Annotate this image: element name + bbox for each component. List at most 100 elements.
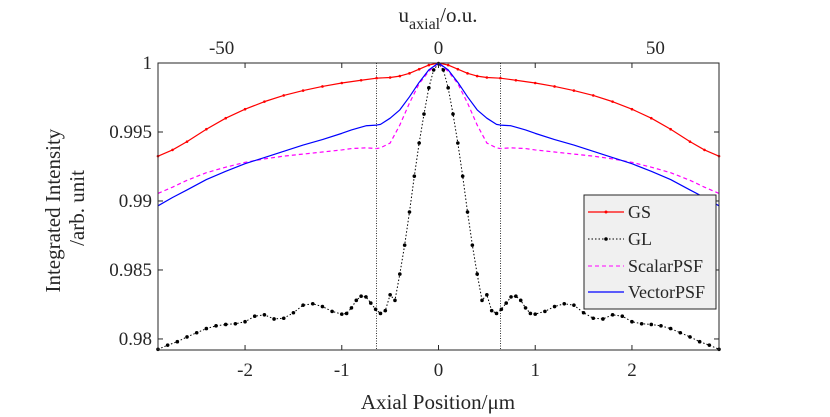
- data-point-gl: [272, 317, 276, 321]
- data-point-gs: [572, 89, 576, 92]
- data-point-gl: [470, 243, 475, 247]
- data-point-gs: [475, 74, 479, 78]
- data-point-gl: [610, 313, 615, 317]
- data-point-gl: [489, 308, 494, 313]
- data-point-gs: [171, 148, 174, 152]
- legend-label-scalarpsf: ScalarPSF: [628, 256, 703, 276]
- data-point-gl: [639, 321, 644, 326]
- data-point-gl: [591, 316, 596, 321]
- data-point-gl: [562, 301, 567, 306]
- data-point-gs: [669, 127, 672, 131]
- data-point-gs: [398, 74, 402, 78]
- data-point-gl: [185, 335, 189, 339]
- data-point-gl: [485, 293, 489, 297]
- data-point-gl: [364, 295, 368, 299]
- data-point-gl: [393, 298, 397, 303]
- data-point-gs: [611, 100, 614, 103]
- data-point-gl: [465, 210, 470, 214]
- data-point-gl: [383, 308, 388, 313]
- data-point-gl: [431, 68, 436, 72]
- data-point-gl: [697, 339, 702, 344]
- data-point-gl: [460, 174, 465, 178]
- data-point-gl: [528, 311, 533, 316]
- data-point-gs: [514, 78, 518, 82]
- x-tick-label: -2: [237, 360, 253, 381]
- data-point-gl: [480, 298, 484, 303]
- data-point-gl: [330, 309, 334, 314]
- data-point-gl: [354, 298, 359, 303]
- data-point-gl: [262, 313, 267, 317]
- data-point-gs: [417, 67, 421, 71]
- data-point-gl: [378, 311, 383, 316]
- data-point-gl: [243, 319, 247, 324]
- data-point-gs: [466, 72, 469, 75]
- legend-label-gs: GS: [628, 202, 651, 222]
- legend-item-scalarpsf: ScalarPSF: [588, 256, 703, 276]
- data-point-gl: [252, 314, 257, 318]
- data-point-gs: [649, 116, 653, 120]
- y-tick-label: 0.985: [109, 260, 152, 281]
- data-point-gl: [494, 311, 499, 316]
- reference-lines: [376, 63, 501, 350]
- data-point-gl: [301, 303, 305, 307]
- legend-marker-gs: [604, 210, 608, 214]
- top-axis-title: uaxial/o.u.: [399, 3, 478, 33]
- data-point-gl: [398, 272, 402, 276]
- legend-item-vectorpsf: VectorPSF: [588, 282, 705, 302]
- data-point-gs: [553, 85, 556, 88]
- x-tick-label: 2: [627, 360, 637, 381]
- data-point-gs: [375, 76, 378, 80]
- top-x-tick-label: 0: [434, 38, 444, 59]
- data-point-gl: [451, 112, 455, 116]
- data-point-gl: [518, 298, 523, 303]
- top-x-tick-label: -50: [209, 38, 234, 59]
- data-point-gl: [688, 335, 692, 339]
- data-point-gs: [185, 140, 189, 143]
- legend-box: [583, 194, 717, 310]
- data-point-gl: [552, 304, 557, 309]
- axes: -2 -1 0 1 2 0.98 0.985 0.99 0.995 1 -50 0 50: [109, 38, 719, 381]
- data-point-gl: [659, 324, 663, 328]
- data-point-gl: [359, 294, 363, 298]
- data-point-gs: [205, 127, 208, 131]
- data-point-gs: [263, 100, 266, 103]
- data-point-gs: [499, 76, 502, 80]
- data-point-gs: [533, 81, 537, 85]
- data-point-gl: [475, 272, 479, 276]
- data-point-gs: [282, 94, 286, 97]
- y-tick-label: 0.99: [119, 191, 152, 212]
- y-axis-title: Integrated Intensity /arb. unit: [41, 123, 89, 292]
- data-point-gl: [291, 310, 296, 315]
- top-x-tick-label: 50: [646, 38, 665, 59]
- x-axis-title: Axial Position/μm: [361, 390, 515, 414]
- data-point-gl: [310, 301, 315, 306]
- data-point-gl: [373, 307, 378, 312]
- data-point-gl: [504, 301, 509, 305]
- data-point-gl: [441, 68, 446, 72]
- data-point-gl: [499, 307, 504, 312]
- data-point-gs: [408, 72, 411, 75]
- top-axis-title-suffix: /o.u.: [440, 3, 477, 27]
- data-point-gs: [485, 76, 489, 79]
- data-point-gl: [339, 312, 344, 316]
- data-point-gl: [678, 330, 683, 335]
- data-point-gl: [194, 330, 199, 335]
- data-point-gs: [703, 148, 706, 152]
- data-point-gl: [214, 324, 218, 328]
- data-point-gl: [533, 312, 538, 316]
- data-point-gl: [668, 326, 673, 331]
- data-point-gs: [224, 116, 228, 120]
- y-tick-label: 0.995: [109, 122, 152, 143]
- data-point-gl: [630, 319, 634, 324]
- data-point-gl: [707, 343, 712, 347]
- data-point-gl: [649, 322, 654, 327]
- x-tick-label: 0: [434, 360, 444, 381]
- legend-item-gl: GL: [588, 229, 652, 249]
- data-point-gl: [572, 303, 576, 307]
- data-point-gl: [175, 339, 180, 344]
- legend-item-gs: GS: [588, 202, 651, 222]
- legend-label-vectorpsf: VectorPSF: [628, 282, 705, 302]
- data-point-gl: [412, 174, 417, 178]
- data-point-gl: [344, 311, 349, 316]
